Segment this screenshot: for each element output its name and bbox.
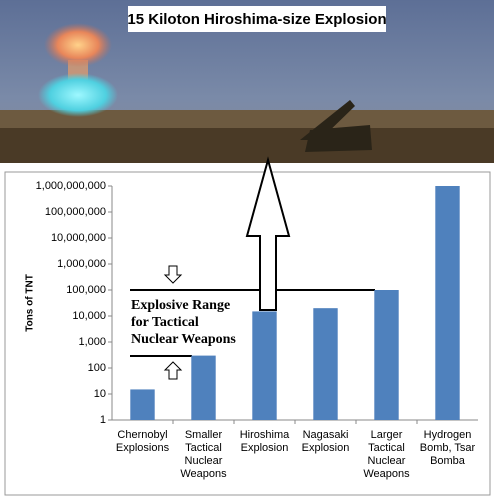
bar [191,355,216,420]
bar [252,311,277,420]
chart-frame [4,171,491,496]
down-arrow [163,265,183,284]
y-tick-label: 10,000 [72,310,106,322]
y-axis-label: Tons of TNT [25,274,36,332]
annotation-line: Explosive Range [131,298,231,313]
up-arrow [163,361,183,380]
y-tick-label: 1,000,000 [57,258,106,270]
y-tick-label: 1,000,000,000 [36,180,106,192]
annotation: Explosive Range for Tactical Nuclear Weapo… [131,297,236,348]
bar [130,389,155,420]
y-tick-label: 100 [88,362,106,374]
annotation-line: for Tactical [131,315,199,330]
x-tick-label: Hydrogen Bomb, Tsar Bomba [419,429,476,467]
bar [374,290,399,420]
y-tick-label: 10,000,000 [51,232,106,244]
x-tick-label: Larger Tactical Nuclear Weapons [363,429,410,480]
y-tick-label: 1,000 [78,336,106,348]
title-box [128,6,386,32]
big-arrow [245,156,291,311]
x-tick-label: Smaller Tactical Nuclear Weapons [180,429,227,480]
x-tick-label: Nagasaki Explosion [301,429,350,454]
y-tick-label: 1 [100,414,106,426]
title: 15 Kiloton Hiroshima-size Explosion [127,11,386,28]
bar [435,186,460,420]
y-tick-label: 10 [94,388,106,400]
y-tick-label: 100,000 [66,284,106,296]
bar [313,308,338,420]
x-tick-label: Hiroshima Explosion [239,429,290,454]
annotation-line: Nuclear Weapons [131,332,236,347]
x-tick-label: Chernobyl Explosions [115,429,170,454]
y-tick-label: 100,000,000 [45,206,106,218]
